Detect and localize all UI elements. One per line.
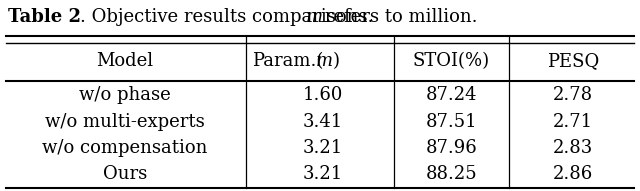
- Text: 88.25: 88.25: [426, 165, 477, 183]
- Text: 87.96: 87.96: [426, 139, 477, 157]
- Text: w/o multi-experts: w/o multi-experts: [45, 113, 205, 131]
- Text: STOI(%): STOI(%): [413, 52, 490, 70]
- Text: 2.83: 2.83: [553, 139, 593, 157]
- Text: m: m: [305, 8, 323, 26]
- Text: Model: Model: [96, 52, 154, 70]
- Text: 2.78: 2.78: [553, 86, 593, 104]
- Text: 3.41: 3.41: [303, 113, 343, 131]
- Text: 3.21: 3.21: [303, 165, 343, 183]
- Text: w/o phase: w/o phase: [79, 86, 171, 104]
- Text: PESQ: PESQ: [547, 52, 599, 70]
- Text: 87.51: 87.51: [426, 113, 477, 131]
- Text: refers to million.: refers to million.: [319, 8, 477, 26]
- Text: Ours: Ours: [102, 165, 147, 183]
- Text: 3.21: 3.21: [303, 139, 343, 157]
- Text: . Objective results comparisons.: . Objective results comparisons.: [80, 8, 379, 26]
- Text: ): ): [333, 52, 340, 70]
- Text: Param.(: Param.(: [252, 52, 323, 70]
- Text: 2.86: 2.86: [553, 165, 593, 183]
- Text: Table 2: Table 2: [8, 8, 81, 26]
- Text: w/o compensation: w/o compensation: [42, 139, 207, 157]
- Text: 1.60: 1.60: [303, 86, 344, 104]
- Text: m: m: [316, 52, 332, 70]
- Text: 87.24: 87.24: [426, 86, 477, 104]
- Text: 2.71: 2.71: [553, 113, 593, 131]
